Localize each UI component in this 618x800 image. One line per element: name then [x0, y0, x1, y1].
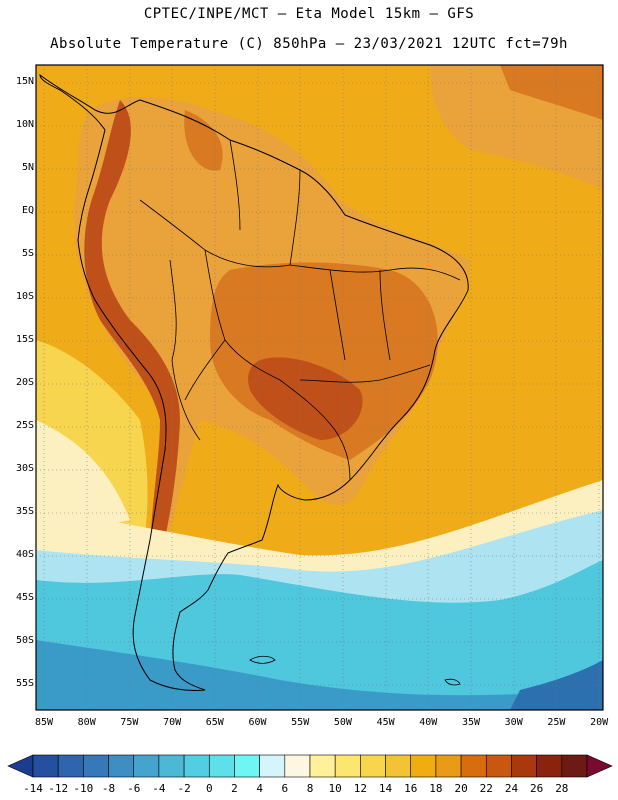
lat-label: 30S [15, 463, 34, 474]
colorbar-tick-label: 8 [306, 782, 314, 795]
colorbar-swatch [309, 754, 336, 778]
colorbar-swatch [108, 754, 135, 778]
colorbar-tick-label: 12 [353, 782, 367, 795]
colorbar-swatch [511, 754, 537, 778]
map-frame [35, 64, 604, 711]
colorbar-swatch [83, 754, 109, 778]
colorbar-swatch [435, 754, 462, 778]
hot-ne-corner [500, 65, 603, 120]
colorbar-swatch [259, 754, 286, 778]
colorbar-tick-label: 20 [454, 782, 468, 795]
lat-label: 5N [21, 162, 34, 173]
colorbar-tick-label: 24 [504, 782, 519, 795]
lon-label: 50W [333, 717, 352, 728]
lat-label: 25S [15, 420, 34, 431]
colorbar-swatch [183, 754, 210, 778]
lon-label: 60W [248, 717, 267, 728]
lon-label: 25W [547, 717, 566, 728]
colorbar-tick-label: -10 [73, 782, 94, 795]
colorbar-tick-label: 26 [530, 782, 544, 795]
colorbar-tick-label: -6 [127, 782, 141, 795]
lon-label: 70W [163, 717, 182, 728]
lon-label: 80W [77, 717, 96, 728]
lon-label: 65W [205, 717, 224, 728]
colorbar-swatch [208, 754, 235, 778]
colorbar-tick-label: 22 [479, 782, 493, 795]
lat-label: 55S [15, 678, 34, 689]
colorbar-tick-label: 18 [429, 782, 443, 795]
lon-label: 20W [590, 717, 609, 728]
venezuela-hot [184, 110, 223, 171]
colorbar-swatch [334, 754, 361, 778]
colorbar-swatch [385, 754, 412, 778]
colorbar-swatch [284, 754, 311, 778]
colorbar-tick-label: 14 [378, 782, 393, 795]
colorbar-tick-label: -4 [152, 782, 166, 795]
graticule [36, 65, 603, 710]
colorbar-swatch [158, 754, 185, 778]
colorbar-tick-label: -12 [48, 782, 69, 795]
andes-hot-band [84, 100, 180, 560]
title-line-2: Absolute Temperature (C) 850hPa – 23/03/… [50, 36, 568, 52]
colorbar-swatch [485, 754, 512, 778]
colorbar-tick-label: 28 [555, 782, 569, 795]
colorbar-swatch [536, 754, 563, 778]
lat-label: 15N [15, 76, 34, 87]
country-borders [139, 139, 461, 481]
lon-label: 45W [376, 717, 395, 728]
lat-label: EQ [21, 205, 34, 216]
colorbar-swatch [133, 754, 160, 778]
colorbar-tick-label: 16 [404, 782, 418, 795]
colorbar-swatch [460, 754, 487, 778]
lon-label: 30W [504, 717, 523, 728]
colorbar-tick-label: 10 [328, 782, 342, 795]
colorbar-tick-label: 6 [281, 782, 289, 795]
colorbar-tick-label: -2 [177, 782, 191, 795]
colorbar-arrow-right [586, 754, 613, 778]
lat-label: 35S [15, 506, 34, 517]
lat-label: 10S [15, 291, 34, 302]
lat-label: 10N [15, 119, 34, 130]
lat-label: 45S [15, 592, 34, 603]
lon-label: 85W [34, 717, 54, 728]
falklands-island [249, 655, 276, 664]
colorbar-tick-label: 4 [256, 782, 263, 795]
colorbar-tick-label: 2 [231, 782, 238, 795]
title-line-1: CPTEC/INPE/MCT – Eta Model 15km – GFS [143, 6, 475, 22]
colorbar-tick-label: 0 [205, 782, 213, 795]
colorbar-swatch [360, 754, 386, 778]
lat-label: 5S [21, 248, 34, 259]
south-georgia-island [444, 678, 461, 686]
lat-label: 15S [15, 334, 34, 345]
lat-label: 50S [15, 635, 34, 646]
lon-label: 55W [291, 717, 310, 728]
lon-label: 35W [461, 717, 481, 728]
colorbar-tick-label: -8 [101, 782, 116, 795]
south-colder [36, 640, 603, 710]
hot-core-brazil [210, 262, 438, 460]
colorbar-swatch [410, 754, 437, 778]
lon-label: 75W [120, 717, 139, 728]
colorbar-swatch [32, 754, 59, 778]
coastline [39, 73, 469, 691]
lat-label: 40S [15, 549, 34, 560]
map-field [36, 65, 603, 710]
colorbar-swatch [234, 754, 260, 778]
colorbar-swatch [561, 754, 588, 778]
pale-pacific-2 [36, 420, 130, 540]
colorbar-tick-label: -14 [23, 782, 43, 795]
colorbar-swatch [57, 754, 84, 778]
colorbar [7, 754, 613, 778]
colorbar-arrow-left [7, 754, 34, 778]
lat-label: 20S [15, 377, 34, 388]
lon-label: 40W [419, 717, 438, 728]
